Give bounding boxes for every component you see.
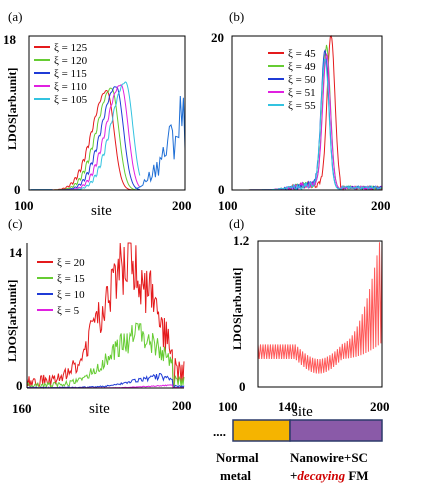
panel-a-y-axis-label: LDOS[arb.unit] bbox=[5, 68, 19, 150]
panel-c-ytick-max: 14 bbox=[9, 245, 23, 260]
panel-b-x-axis-label: site bbox=[295, 203, 316, 219]
panel-b-legend-label-3: ξ = 51 bbox=[288, 87, 316, 99]
panel-d-letter: (d) bbox=[229, 216, 244, 231]
panel-b-legend-label-4: ξ = 55 bbox=[288, 100, 316, 112]
panel-d-xtick-mid: 140 bbox=[278, 399, 298, 414]
panel-a-tail-series bbox=[135, 95, 186, 189]
panel-b-xtick-min: 100 bbox=[218, 198, 238, 213]
panel-d-xtick-max: 200 bbox=[370, 399, 390, 414]
nanowire-label-prefix: + bbox=[290, 468, 297, 483]
schematic: .... Normal metal Nanowire+SC +decaying … bbox=[213, 419, 383, 483]
panel-c-y-axis-label: LDOS[arb.unit] bbox=[5, 280, 19, 362]
panel-b: (b) 20 0 100 200 site ξ = 45ξ = 49ξ = 50… bbox=[211, 9, 391, 219]
panel-d-frame bbox=[257, 240, 383, 388]
panel-a-legend-label-3: ξ = 110 bbox=[54, 81, 87, 93]
schematic-dots: .... bbox=[213, 424, 226, 439]
nanowire-label-emph: decaying bbox=[297, 468, 345, 483]
panel-d-ytick-max: 1.2 bbox=[233, 233, 249, 248]
panel-b-legend-label-1: ξ = 49 bbox=[288, 61, 316, 73]
nanowire-bar bbox=[289, 419, 383, 442]
panel-c: (c) LDOS[arb.unit] 14 0 160 200 site ξ =… bbox=[5, 216, 192, 417]
panel-d-series-0 bbox=[257, 240, 383, 374]
normal-metal-label-line1: Normal bbox=[216, 450, 259, 465]
normal-metal-bar bbox=[232, 419, 291, 442]
panel-a-legend-label-2: ξ = 115 bbox=[54, 68, 87, 80]
panel-b-xtick-max: 200 bbox=[371, 198, 391, 213]
panel-b-letter: (b) bbox=[229, 9, 244, 24]
panel-b-legend: ξ = 45ξ = 49ξ = 50ξ = 51ξ = 55 bbox=[268, 48, 316, 112]
nanowire-label-line1: Nanowire+SC bbox=[290, 450, 368, 465]
panel-c-legend-label-0: ξ = 20 bbox=[57, 257, 85, 269]
panel-a-legend-label-4: ξ = 105 bbox=[54, 94, 88, 106]
panel-c-plot-area bbox=[26, 242, 185, 390]
panel-c-letter: (c) bbox=[8, 216, 22, 231]
panel-b-ytick-max: 20 bbox=[211, 30, 224, 45]
panel-c-legend: ξ = 20 ξ = 15 ξ = 10 ξ = 5 bbox=[37, 257, 85, 317]
panel-a-legend-label-1: ξ = 120 bbox=[54, 55, 88, 67]
panel-c-legend-label-1: ξ = 15 bbox=[57, 273, 85, 285]
panel-a-letter: (a) bbox=[8, 9, 22, 24]
panel-c-ytick-min: 0 bbox=[16, 378, 23, 393]
panel-a-ytick-min: 0 bbox=[14, 182, 21, 197]
panel-a-xtick-min: 100 bbox=[14, 198, 34, 213]
panel-b-legend-label-0: ξ = 45 bbox=[288, 48, 316, 60]
panel-b-frame bbox=[231, 35, 383, 191]
panel-c-series-1 bbox=[26, 322, 185, 390]
panel-a-ytick-max: 18 bbox=[3, 32, 17, 47]
panel-d-plot-area bbox=[257, 240, 383, 374]
panel-c-xtick-min: 160 bbox=[12, 401, 32, 416]
nanowire-label-suffix: FM bbox=[345, 468, 368, 483]
panel-c-x-axis-label: site bbox=[89, 401, 110, 417]
panel-c-legend-label-2: ξ = 10 bbox=[57, 289, 85, 301]
panel-b-legend-label-2: ξ = 50 bbox=[288, 74, 316, 86]
panel-a-frame bbox=[28, 35, 186, 191]
panel-a-x-axis-label: site bbox=[91, 203, 112, 219]
panel-a: (a) LDOS[arb.unit] 18 0 100 200 site ξ =… bbox=[3, 9, 192, 219]
nanowire-label-line2: +decaying FM bbox=[290, 468, 369, 483]
panel-a-legend-label-0: ξ = 125 bbox=[54, 42, 88, 54]
panel-d-x-axis-label: site bbox=[292, 404, 313, 420]
panel-c-legend-label-3: ξ = 5 bbox=[57, 305, 80, 317]
panel-d-y-axis-label: LDOS[arb.unit] bbox=[230, 268, 244, 350]
panel-c-series-0 bbox=[26, 242, 185, 388]
panel-d-xtick-min: 100 bbox=[218, 399, 238, 414]
panel-c-xtick-max: 200 bbox=[172, 398, 192, 413]
normal-metal-label-line2: metal bbox=[220, 468, 251, 483]
panel-d: (d) LDOS[arb.unit] 1.2 0 100 140 200 sit… bbox=[218, 216, 390, 420]
panel-d-ytick-min: 0 bbox=[239, 379, 246, 394]
panel-a-xtick-max: 200 bbox=[172, 198, 192, 213]
panel-b-ytick-min: 0 bbox=[218, 182, 225, 197]
